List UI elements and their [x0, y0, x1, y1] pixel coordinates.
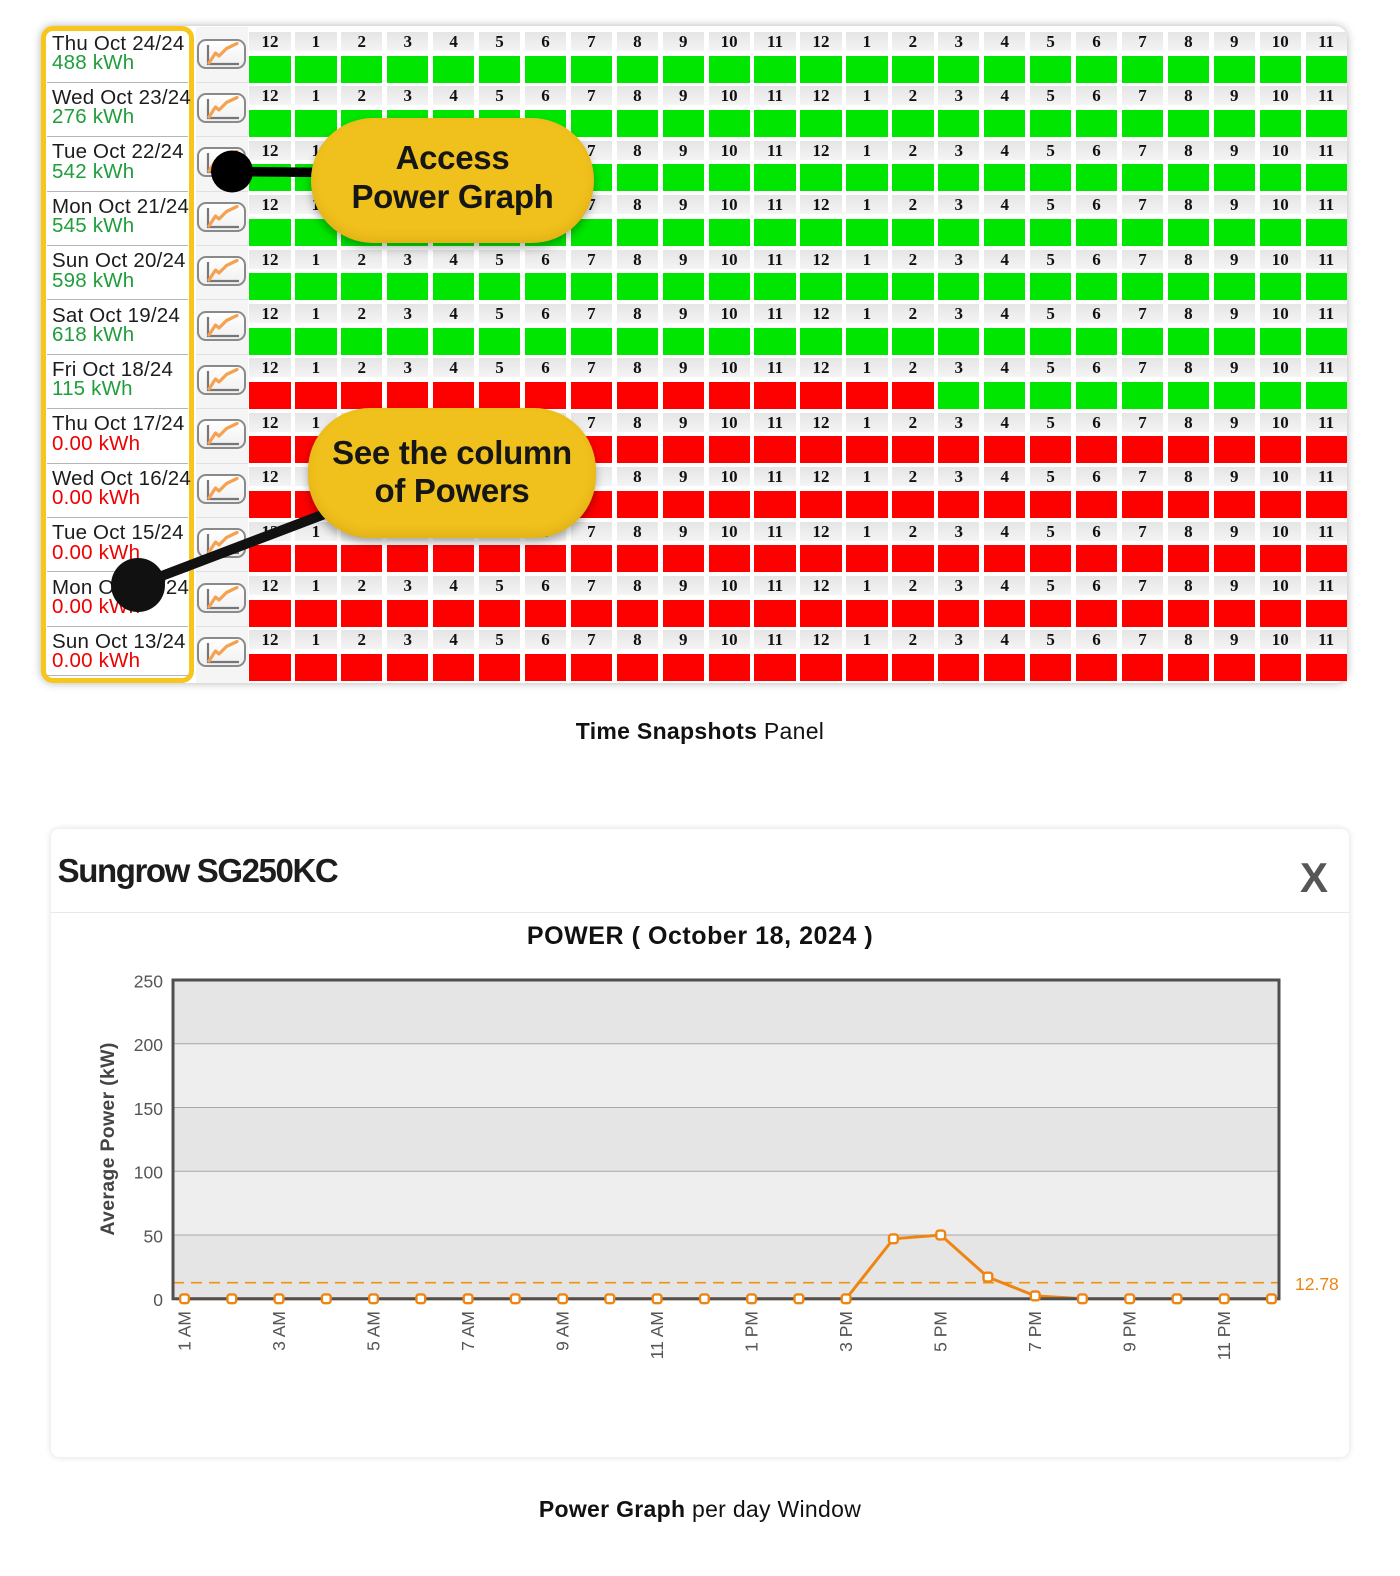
svg-text:5 AM: 5 AM	[364, 1311, 384, 1351]
svg-text:1 PM: 1 PM	[742, 1311, 762, 1352]
svg-text:50: 50	[144, 1226, 164, 1246]
svg-text:7 PM: 7 PM	[1025, 1311, 1045, 1352]
svg-text:7 AM: 7 AM	[458, 1311, 478, 1351]
svg-text:3 PM: 3 PM	[836, 1311, 856, 1352]
svg-text:12.78: 12.78	[1295, 1274, 1339, 1294]
svg-text:1 AM: 1 AM	[175, 1311, 195, 1351]
svg-text:Average Power (kW): Average Power (kW)	[97, 1042, 119, 1235]
svg-text:0: 0	[153, 1290, 163, 1310]
svg-text:100: 100	[134, 1163, 163, 1183]
svg-text:200: 200	[134, 1035, 163, 1055]
svg-text:250: 250	[134, 971, 163, 991]
svg-text:5 PM: 5 PM	[931, 1311, 951, 1352]
svg-text:150: 150	[134, 1099, 163, 1119]
svg-text:9 PM: 9 PM	[1120, 1311, 1140, 1352]
svg-text:9 AM: 9 AM	[553, 1311, 573, 1351]
svg-text:11 PM: 11 PM	[1214, 1311, 1234, 1360]
svg-text:11 AM: 11 AM	[647, 1311, 667, 1359]
svg-text:3 AM: 3 AM	[269, 1311, 289, 1351]
